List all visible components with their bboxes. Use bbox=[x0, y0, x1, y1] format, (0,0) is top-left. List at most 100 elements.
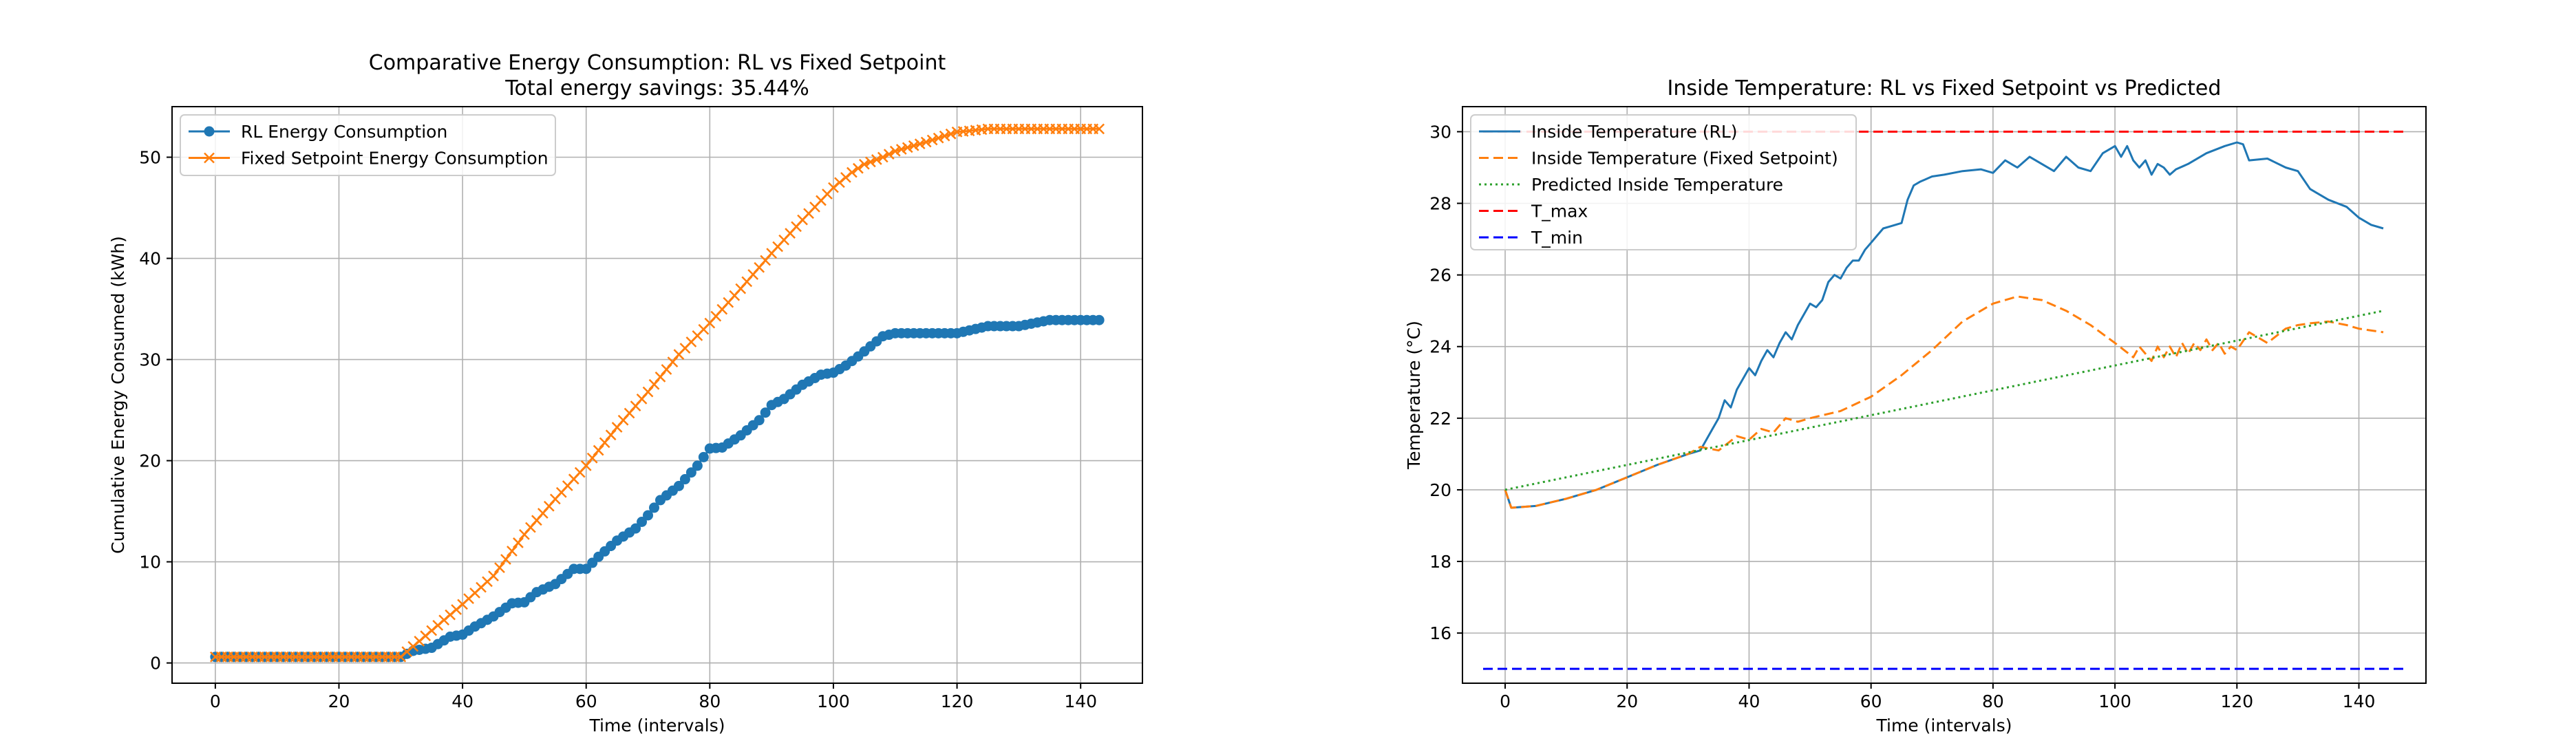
energy-chart-series-2 bbox=[209, 123, 1105, 663]
temperature-chart-y-axis-label: Temperature (°C) bbox=[1404, 321, 1424, 470]
energy-chart-y-tick-label: 40 bbox=[139, 249, 161, 269]
energy-chart-data-point bbox=[673, 480, 684, 491]
energy-chart-data-point bbox=[852, 162, 864, 174]
energy-chart-x-tick-label: 80 bbox=[699, 691, 721, 711]
energy-chart-data-point bbox=[847, 166, 858, 178]
energy-chart-data-point bbox=[507, 546, 518, 557]
temperature-chart-series-line bbox=[1504, 295, 2384, 509]
energy-chart-title: Comparative Energy Consumption: RL vs Fi… bbox=[369, 51, 946, 75]
temperature-chart-frame bbox=[1462, 106, 2427, 684]
energy-chart-data-point bbox=[637, 517, 648, 528]
energy-chart-x-tick-label: 60 bbox=[575, 691, 597, 711]
energy-chart-x-tick-label: 0 bbox=[210, 691, 221, 711]
energy-chart-data-point bbox=[864, 156, 876, 168]
temperature-chart-y-tick-label: 22 bbox=[1429, 409, 1451, 429]
energy-chart-data-point bbox=[754, 415, 765, 426]
energy-chart-data-point bbox=[661, 364, 672, 375]
energy-chart-data-point bbox=[914, 138, 926, 149]
energy-chart-data-point bbox=[605, 429, 617, 441]
energy-chart-x-tick-label: 40 bbox=[451, 691, 473, 711]
energy-chart-ticks: 0 20 40 60 80 100 120 140 0 10 20 30 40 50 bbox=[139, 148, 1097, 711]
energy-chart-legend-marker bbox=[204, 126, 215, 137]
energy-chart-y-tick-label: 10 bbox=[139, 552, 161, 572]
energy-chart-data-point bbox=[494, 562, 505, 573]
energy-chart-grid bbox=[172, 107, 1142, 683]
energy-chart-data-point bbox=[513, 537, 524, 548]
temperature-chart-legend-label: Inside Temperature (RL) bbox=[1531, 122, 1738, 142]
energy-chart-data-point bbox=[593, 444, 604, 456]
energy-chart-data-point bbox=[939, 130, 950, 142]
energy-chart-data-point bbox=[643, 510, 654, 521]
energy-chart-x-tick-label: 20 bbox=[328, 691, 350, 711]
energy-chart-y-tick-label: 30 bbox=[139, 350, 161, 370]
temperature-chart-legend-label: T_min bbox=[1531, 228, 1583, 248]
temperature-chart-series-line bbox=[1504, 310, 2384, 491]
temperature-chart-y-tick-label: 26 bbox=[1429, 266, 1451, 286]
energy-chart-plot-area bbox=[209, 123, 1105, 663]
temperature-chart-legend-label: T_max bbox=[1531, 202, 1588, 222]
energy-chart-y-axis-label: Cumulative Energy Consumed (kWh) bbox=[108, 236, 128, 554]
temperature-chart-series-2 bbox=[1504, 295, 2384, 509]
temperature-chart-legend-box bbox=[1470, 114, 1857, 250]
energy-chart-legend-marker bbox=[204, 152, 215, 164]
energy-chart-legend-label: RL Energy Consumption bbox=[241, 122, 447, 142]
energy-chart-x-tick-label: 140 bbox=[1064, 691, 1097, 711]
temperature-chart-legend: Inside Temperature (RL) Inside Temperatur… bbox=[1470, 114, 1857, 250]
energy-chart-data-point bbox=[902, 142, 913, 153]
temperature-chart-x-axis-label: Time (intervals) bbox=[1876, 716, 2012, 735]
temperature-chart-legend-label: Predicted Inside Temperature bbox=[1531, 175, 1783, 195]
energy-chart-data-point bbox=[883, 149, 895, 160]
temperature-chart-x-tick-label: 20 bbox=[1616, 691, 1638, 711]
energy-chart-legend-box bbox=[180, 114, 556, 176]
energy-chart-x-tick-label: 100 bbox=[817, 691, 850, 711]
energy-chart-subtitle: Total energy savings: 35.44% bbox=[504, 76, 809, 100]
temperature-chart-y-tick-label: 30 bbox=[1429, 122, 1451, 142]
energy-chart-legend-label: Fixed Setpoint Energy Consumption bbox=[241, 149, 549, 169]
energy-chart-data-point bbox=[920, 136, 932, 148]
temperature-chart: Inside Temperature: RL vs Fixed Setpoint… bbox=[1404, 76, 2427, 735]
energy-chart-data-point bbox=[933, 132, 944, 144]
energy-chart-data-point bbox=[692, 460, 703, 471]
energy-chart-y-tick-label: 0 bbox=[150, 654, 161, 674]
energy-chart-y-tick-label: 50 bbox=[139, 148, 161, 168]
temperature-chart-x-tick-label: 100 bbox=[2098, 691, 2131, 711]
temperature-chart-series-1 bbox=[1504, 141, 2384, 509]
temperature-chart-x-tick-label: 80 bbox=[1982, 691, 2004, 711]
energy-chart-data-point bbox=[667, 356, 679, 367]
temperature-chart-y-tick-label: 18 bbox=[1429, 552, 1451, 572]
energy-chart-data-point bbox=[654, 371, 666, 383]
energy-chart-data-point bbox=[648, 378, 660, 390]
temperature-chart-series-3 bbox=[1504, 310, 2384, 491]
temperature-chart-x-tick-label: 140 bbox=[2343, 691, 2376, 711]
energy-chart-data-point bbox=[586, 452, 598, 464]
energy-chart-data-point bbox=[698, 451, 709, 462]
temperature-chart-x-tick-label: 120 bbox=[2220, 691, 2253, 711]
temperature-chart-title: Inside Temperature: RL vs Fixed Setpoint… bbox=[1668, 76, 2222, 100]
temperature-chart-y-tick-label: 28 bbox=[1429, 194, 1451, 214]
energy-chart-data-point bbox=[908, 140, 919, 151]
energy-chart-y-tick-label: 20 bbox=[139, 451, 161, 471]
energy-chart-data-point bbox=[877, 151, 888, 163]
energy-chart-data-point bbox=[871, 154, 882, 165]
energy-chart: Comparative Energy Consumption: RL vs Fi… bbox=[108, 51, 1143, 735]
energy-chart-data-point bbox=[500, 554, 511, 565]
temperature-chart-y-tick-label: 24 bbox=[1429, 337, 1451, 357]
temperature-chart-legend-label: Inside Temperature (Fixed Setpoint) bbox=[1531, 149, 1838, 169]
energy-chart-data-point bbox=[945, 128, 957, 140]
temperature-chart-y-tick-label: 20 bbox=[1429, 480, 1451, 500]
energy-chart-data-point bbox=[580, 460, 592, 471]
energy-chart-data-point bbox=[679, 474, 690, 485]
energy-chart-data-point bbox=[858, 158, 870, 170]
energy-chart-data-point bbox=[649, 502, 660, 513]
temperature-chart-ticks: 0 20 40 60 80 100 120 140 16 18 20 22 24 26 28 30 bbox=[1429, 122, 2375, 711]
energy-chart-data-point bbox=[599, 437, 610, 449]
energy-chart-data-point bbox=[630, 523, 641, 534]
energy-chart-data-point bbox=[1094, 123, 1105, 135]
energy-chart-data-point bbox=[760, 407, 771, 418]
temperature-chart-series-line bbox=[1504, 141, 2384, 509]
energy-chart-legend: RL Energy Consumption Fixed Setpoint Ener… bbox=[180, 114, 556, 176]
energy-chart-data-point bbox=[488, 570, 499, 582]
energy-chart-data-point bbox=[685, 467, 696, 478]
